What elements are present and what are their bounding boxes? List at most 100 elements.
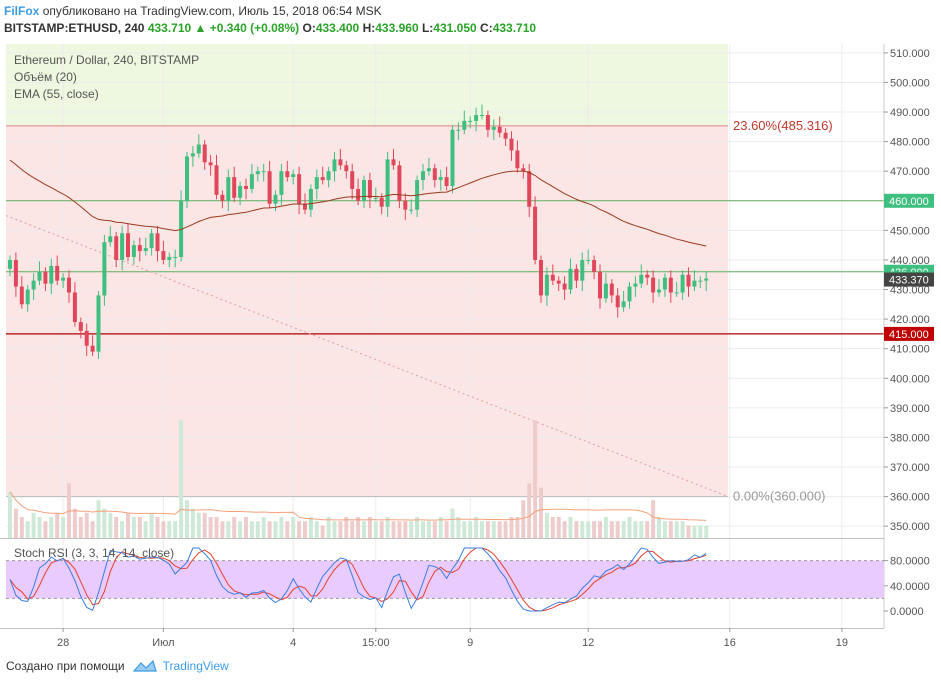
volume-bar <box>314 521 319 538</box>
volume-bar <box>544 512 549 538</box>
volume-bar <box>220 521 225 538</box>
candle <box>350 171 355 189</box>
volume-bar <box>503 521 508 538</box>
volume-bar <box>173 521 178 538</box>
volume-bar <box>149 512 154 538</box>
price-tick-label: 500.000 <box>890 77 930 89</box>
created-with: Создано при помощи <box>6 659 125 673</box>
volume-bar <box>155 517 160 538</box>
price-tick-label: 400.000 <box>890 373 930 385</box>
volume-bar <box>43 521 48 538</box>
candle <box>255 171 260 175</box>
volume-bar <box>285 521 290 538</box>
volume-bar <box>267 521 272 538</box>
volume-bar <box>527 483 532 538</box>
volume-bar <box>303 521 307 538</box>
volume-bar <box>462 521 467 538</box>
volume-bar <box>556 517 561 538</box>
candle <box>539 259 543 296</box>
volume-bar <box>84 512 89 538</box>
candle <box>645 274 650 278</box>
volume-bar <box>196 512 201 538</box>
candle <box>651 277 656 293</box>
candle <box>603 283 608 299</box>
candle <box>155 233 160 252</box>
stoch-band <box>6 560 884 599</box>
volume-bar <box>13 508 18 538</box>
volume-bar <box>326 517 331 538</box>
stoch-k-line <box>9 547 707 612</box>
candle <box>19 286 24 305</box>
candle <box>308 188 313 210</box>
volume-bar <box>639 521 644 538</box>
price-tick-label: 450.000 <box>890 225 930 237</box>
candle <box>462 120 467 130</box>
symbol-line: BITSTAMP:ETHUSD, 240 433.710 ▲ +0.340 (+… <box>4 21 536 35</box>
trend-line <box>5 215 729 498</box>
candle <box>615 295 620 308</box>
volume-bar <box>373 521 378 538</box>
candle <box>196 144 201 154</box>
volume-bar <box>603 517 608 538</box>
candle <box>621 301 626 308</box>
volume-bar <box>692 525 697 538</box>
time-tick-label: Июл <box>152 637 174 649</box>
volume-bar <box>432 521 437 538</box>
volume-bar <box>114 517 119 538</box>
volume-bar <box>214 517 219 538</box>
price-tick-label: 380.000 <box>890 432 930 444</box>
low-label: L: <box>421 21 434 35</box>
candle <box>161 251 166 260</box>
candle <box>303 203 307 210</box>
volume-bar <box>668 521 673 538</box>
candle <box>137 245 142 252</box>
volume-bar <box>90 521 95 538</box>
volume-bar <box>592 521 597 538</box>
tradingview-label: TradingView <box>162 659 229 673</box>
candle <box>285 171 290 178</box>
candle <box>238 185 243 198</box>
symbol-name: BITSTAMP:ETHUSD, 240 <box>4 21 145 35</box>
open-label: O: <box>302 21 316 35</box>
stoch-tick-label: 80.0000 <box>890 556 930 568</box>
time-tick-label: 19 <box>836 637 848 649</box>
price-change: 433.710 ▲ +0.340 (+0.08%) <box>147 21 300 35</box>
author-brand[interactable]: FilFox <box>4 4 40 18</box>
price-tick-label: 430.000 <box>890 285 930 297</box>
price-tick-label: 420.000 <box>890 314 930 326</box>
candle <box>468 120 473 122</box>
volume-bar <box>161 521 166 538</box>
open-value: 433.400 <box>315 21 360 35</box>
candle <box>521 168 526 172</box>
volume-bar <box>344 517 349 538</box>
candle <box>592 259 597 272</box>
volume-bar <box>651 500 656 538</box>
high-value: 433.960 <box>375 21 419 35</box>
candle <box>338 159 343 166</box>
candle <box>55 265 60 281</box>
candle <box>362 180 366 201</box>
candle <box>533 206 538 260</box>
candle <box>680 274 685 293</box>
volume-bar <box>202 512 207 538</box>
volume-bar <box>480 521 484 538</box>
price-tick-label: 370.000 <box>890 462 930 474</box>
candle <box>692 280 697 287</box>
candle <box>385 159 390 207</box>
price-tick-label: 510.000 <box>890 48 930 60</box>
tradingview-link[interactable]: TradingView <box>132 659 229 673</box>
candle <box>609 283 614 296</box>
candle <box>639 274 644 284</box>
volume-bar <box>627 517 632 538</box>
volume-bar <box>37 517 42 538</box>
candle <box>126 233 130 257</box>
candle <box>202 144 207 163</box>
volume-bar <box>539 487 543 538</box>
volume-bar <box>31 512 36 538</box>
volume-bar <box>633 521 638 538</box>
volume-bar <box>208 517 213 538</box>
price-tag-label: 415.000 <box>889 329 929 341</box>
candle <box>179 200 184 257</box>
volume-bar <box>226 521 231 538</box>
